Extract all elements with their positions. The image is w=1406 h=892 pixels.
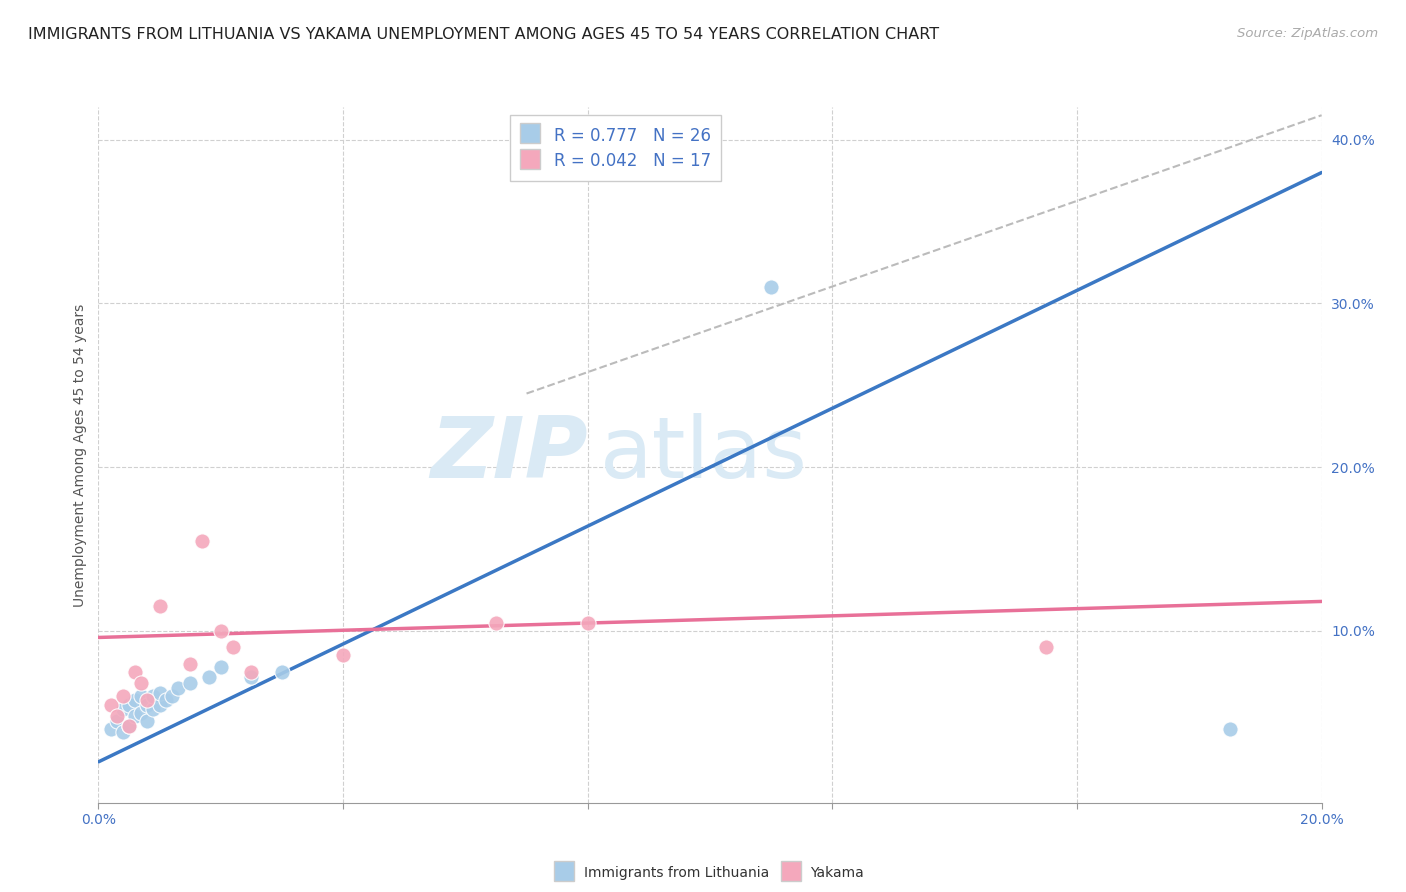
Legend: Immigrants from Lithuania, Yakama: Immigrants from Lithuania, Yakama [550,859,870,887]
Text: IMMIGRANTS FROM LITHUANIA VS YAKAMA UNEMPLOYMENT AMONG AGES 45 TO 54 YEARS CORRE: IMMIGRANTS FROM LITHUANIA VS YAKAMA UNEM… [28,27,939,42]
Point [332,648,354,663]
Point [136,714,159,728]
Point [111,702,134,716]
Point [1219,722,1241,736]
Point [149,599,172,614]
Point [222,640,245,655]
Point [149,698,172,712]
Point [167,681,190,696]
Point [100,698,122,712]
Point [209,624,232,638]
Point [142,690,165,704]
Point [136,692,159,706]
Text: atlas: atlas [600,413,808,497]
Point [105,709,128,723]
Point [197,670,219,684]
Point [160,690,183,704]
Point [124,709,146,723]
Text: ZIP: ZIP [430,413,588,497]
Point [240,665,263,679]
Point [1035,640,1057,655]
Point [149,686,172,700]
Point [576,615,599,630]
Point [129,690,152,704]
Point [111,725,134,739]
Point [142,702,165,716]
Point [270,665,292,679]
Point [485,615,508,630]
Point [129,706,152,720]
Point [105,714,128,728]
Point [179,676,201,690]
Point [136,698,159,712]
Point [118,719,141,733]
Y-axis label: Unemployment Among Ages 45 to 54 years: Unemployment Among Ages 45 to 54 years [73,303,87,607]
Point [124,665,146,679]
Point [124,692,146,706]
Point [118,719,141,733]
Point [209,660,232,674]
Point [118,698,141,712]
Point [759,280,782,294]
Point [100,722,122,736]
Point [111,690,134,704]
Point [155,692,177,706]
Text: Source: ZipAtlas.com: Source: ZipAtlas.com [1237,27,1378,40]
Point [240,670,263,684]
Point [191,533,214,548]
Point [129,676,152,690]
Point [179,657,201,671]
